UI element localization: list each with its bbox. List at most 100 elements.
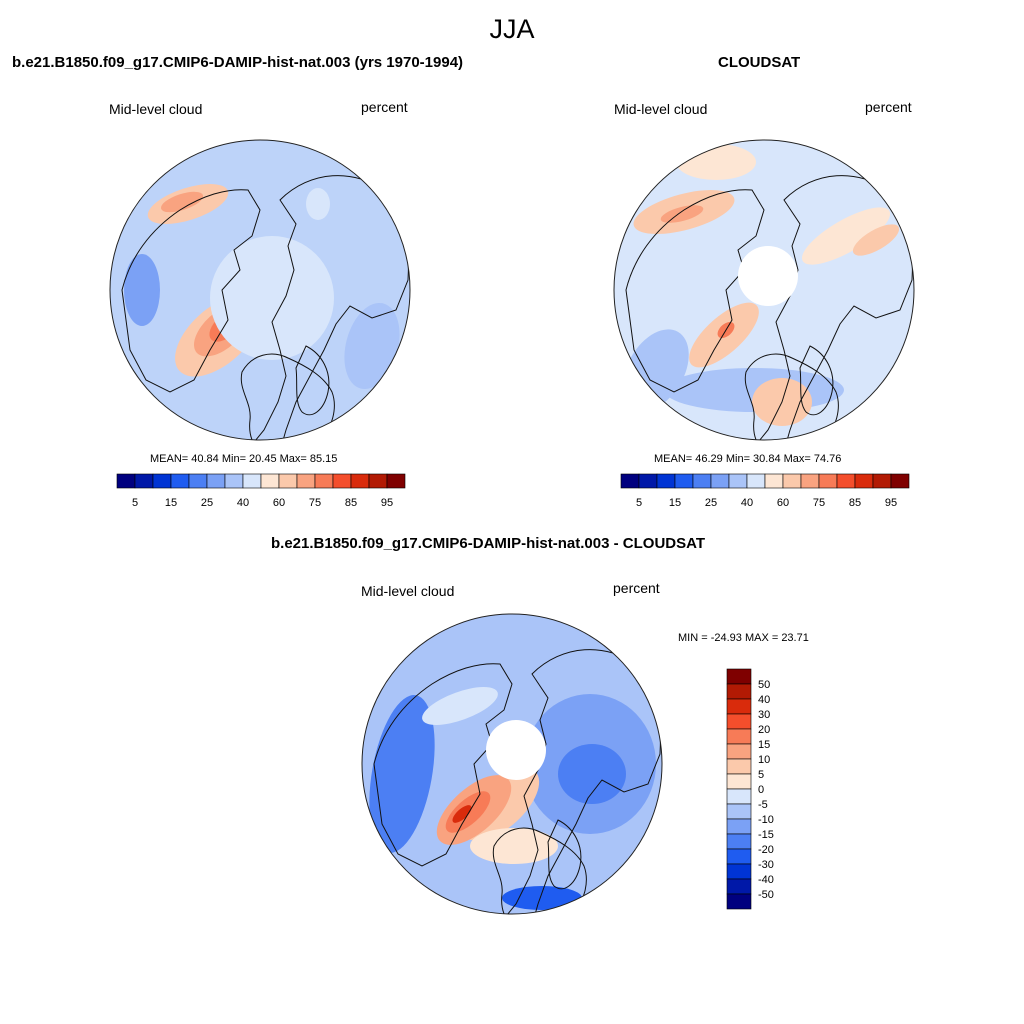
colorbar-box	[782, 473, 802, 489]
greenland-coastline	[744, 353, 839, 440]
colorbar-tick-label: -15	[758, 829, 774, 841]
model-panel-title: b.e21.B1850.f09_g17.CMIP6-DAMIP-hist-nat…	[12, 54, 464, 71]
colorbar-tick-label: 40	[237, 497, 249, 509]
colorbar-box	[726, 893, 752, 910]
north-america-coastline	[625, 189, 765, 393]
scandinavia-coastline	[547, 819, 582, 890]
map-boundary	[109, 139, 411, 441]
pole-missing-data	[738, 246, 798, 306]
contour-region	[306, 188, 330, 220]
colorbar-tick-label: 25	[201, 497, 213, 509]
colorbar-box	[152, 473, 172, 489]
contour-region	[160, 191, 204, 213]
colorbar-box	[726, 878, 752, 895]
colorbar-tick-label: -30	[758, 859, 774, 871]
colorbar-tick-label: 85	[849, 497, 861, 509]
colorbar-box	[386, 473, 406, 489]
contour-region	[470, 828, 558, 864]
colorbar-tick-label: 15	[758, 739, 770, 751]
colorbar-box	[314, 473, 334, 489]
colorbar-box	[260, 473, 280, 489]
colorbar-box	[116, 473, 136, 489]
contour-region	[452, 805, 472, 823]
colorbar-box	[620, 473, 640, 489]
diff-polar-map	[361, 613, 663, 915]
colorbar-tick-label: -20	[758, 844, 774, 856]
colorbar-tick-label: 95	[885, 497, 897, 509]
colorbar-tick-label: 15	[165, 497, 177, 509]
diff-variable-label: Mid-level cloud	[361, 583, 455, 599]
diff-stats: MIN = -24.93 MAX = 23.71	[678, 632, 809, 644]
colorbar-box	[764, 473, 784, 489]
colorbar-tick-label: 60	[777, 497, 789, 509]
colorbar-box	[674, 473, 694, 489]
season-title: JJA	[489, 14, 535, 44]
model-polar-map	[109, 139, 411, 441]
map-field	[362, 614, 662, 914]
greenland-coastline	[240, 353, 335, 440]
colorbar-tick-label: 50	[758, 679, 770, 691]
colorbar-box	[710, 473, 730, 489]
scandinavia-coastline	[799, 345, 834, 416]
obs-colorbar: 5 15 25 40 60 75 85 95	[620, 473, 910, 509]
model-variable-label: Mid-level cloud	[109, 101, 203, 117]
model-stats: MEAN= 40.84 Min= 20.45 Max= 85.15	[150, 453, 338, 465]
colorbar-tick-label: 5	[758, 769, 764, 781]
colorbar-tick-label: 75	[813, 497, 825, 509]
contour-region	[422, 687, 498, 725]
colorbar-tick-label: 5	[636, 497, 642, 509]
colorbar-tick-label: 15	[669, 497, 681, 509]
colorbar-tick-label: 95	[381, 497, 393, 509]
contour-region	[852, 224, 900, 256]
colorbar-box	[278, 473, 298, 489]
colorbar-box	[854, 473, 874, 489]
colorbar-tick-label: -40	[758, 874, 774, 886]
pole-missing-data	[486, 720, 546, 780]
colorbar-box	[836, 473, 856, 489]
colorbar-box	[332, 473, 352, 489]
model-colorbar: 5 15 25 40 60 75 85 95	[116, 473, 406, 509]
colorbar-tick-label: 0	[758, 784, 764, 796]
colorbar-box	[726, 803, 752, 820]
contour-region	[210, 236, 334, 360]
obs-variable-label: Mid-level cloud	[614, 101, 708, 117]
colorbar-tick-label: 60	[273, 497, 285, 509]
colorbar-tick-label: 5	[132, 497, 138, 509]
diff-panel-title: b.e21.B1850.f09_g17.CMIP6-DAMIP-hist-nat…	[271, 535, 705, 552]
obs-units-label: percent	[865, 99, 912, 115]
colorbar-box	[242, 473, 262, 489]
colorbar-box	[726, 848, 752, 865]
north-america-coastline	[121, 189, 261, 393]
colorbar-box	[818, 473, 838, 489]
contour-region	[676, 144, 756, 180]
colorbar-box	[726, 728, 752, 745]
colorbar-box	[726, 833, 752, 850]
colorbar-box	[296, 473, 316, 489]
colorbar-box	[726, 668, 752, 685]
contour-region	[801, 207, 891, 265]
contour-region	[660, 205, 704, 223]
colorbar-box	[206, 473, 226, 489]
colorbar-box	[872, 473, 892, 489]
colorbar-box	[726, 788, 752, 805]
colorbar-box	[224, 473, 244, 489]
colorbar-box	[350, 473, 370, 489]
colorbar-box	[656, 473, 676, 489]
colorbar-tick-label: 40	[758, 694, 770, 706]
colorbar-box	[726, 683, 752, 700]
colorbar-tick-label: 85	[345, 497, 357, 509]
scandinavia-coastline	[295, 345, 330, 416]
obs-panel-title: CLOUDSAT	[718, 54, 801, 71]
colorbar-box	[692, 473, 712, 489]
obs-polar-map	[613, 139, 915, 441]
colorbar-box	[728, 473, 748, 489]
map-field	[614, 140, 914, 440]
north-america-coastline	[373, 663, 513, 867]
colorbar-box	[726, 713, 752, 730]
colorbar-box	[746, 473, 766, 489]
colorbar-tick-label: 40	[741, 497, 753, 509]
contour-region	[124, 254, 160, 326]
colorbar-tick-label: 30	[758, 709, 770, 721]
diff-units-label: percent	[613, 580, 660, 596]
